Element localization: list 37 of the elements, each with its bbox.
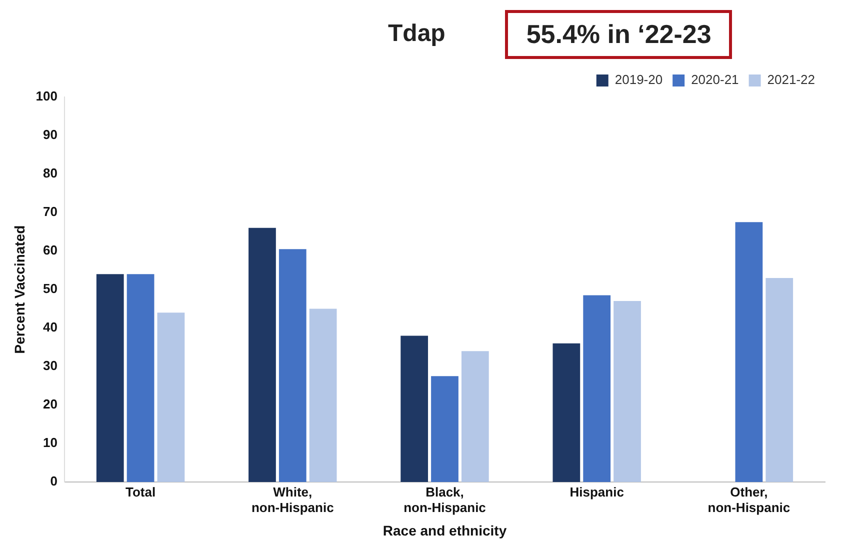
- bar: [309, 308, 337, 482]
- y-tick-label: 100: [36, 88, 58, 104]
- y-tick-label: 60: [43, 242, 58, 258]
- bar: [278, 249, 306, 482]
- bar: [766, 278, 794, 482]
- y-tick-label: 30: [43, 358, 58, 374]
- legend-label: 2019-20: [614, 72, 663, 88]
- y-axis-title: Percent Vaccinated: [11, 225, 28, 354]
- x-axis-title: Race and ethnicity: [382, 522, 507, 538]
- bar: [248, 228, 276, 482]
- bar: [614, 301, 641, 482]
- bar: [96, 274, 124, 482]
- bar: [552, 343, 580, 482]
- x-tick-label: White, non-Hispanic: [251, 484, 334, 515]
- y-tick-label: 90: [43, 127, 58, 142]
- bar: [461, 351, 489, 482]
- y-tick-label: 70: [43, 204, 58, 220]
- y-tick-label: 50: [43, 281, 58, 296]
- x-tick-label: Hispanic: [570, 484, 624, 500]
- bar: [735, 222, 763, 482]
- chart-title: Tdap: [388, 20, 446, 48]
- y-tick-label: 80: [43, 166, 58, 181]
- bar: [400, 336, 428, 482]
- y-tick-label: 40: [43, 320, 58, 335]
- chart-subtitle: 55.4% in ‘22-23: [505, 10, 732, 58]
- y-tick-label: 0: [50, 474, 58, 489]
- x-tick-label: Total: [125, 484, 156, 500]
- x-tick-label: Black, non-Hispanic: [404, 484, 486, 515]
- legend-label: 2021-22: [767, 72, 816, 88]
- y-tick-label: 20: [43, 396, 58, 412]
- x-tick-label: Other, non-Hispanic: [708, 484, 790, 515]
- legend-label: 2020-21: [691, 72, 739, 88]
- bar: [583, 295, 611, 482]
- y-tick-label: 10: [43, 435, 58, 450]
- bar: [126, 274, 154, 482]
- bar: [157, 312, 185, 482]
- bar: [431, 376, 458, 482]
